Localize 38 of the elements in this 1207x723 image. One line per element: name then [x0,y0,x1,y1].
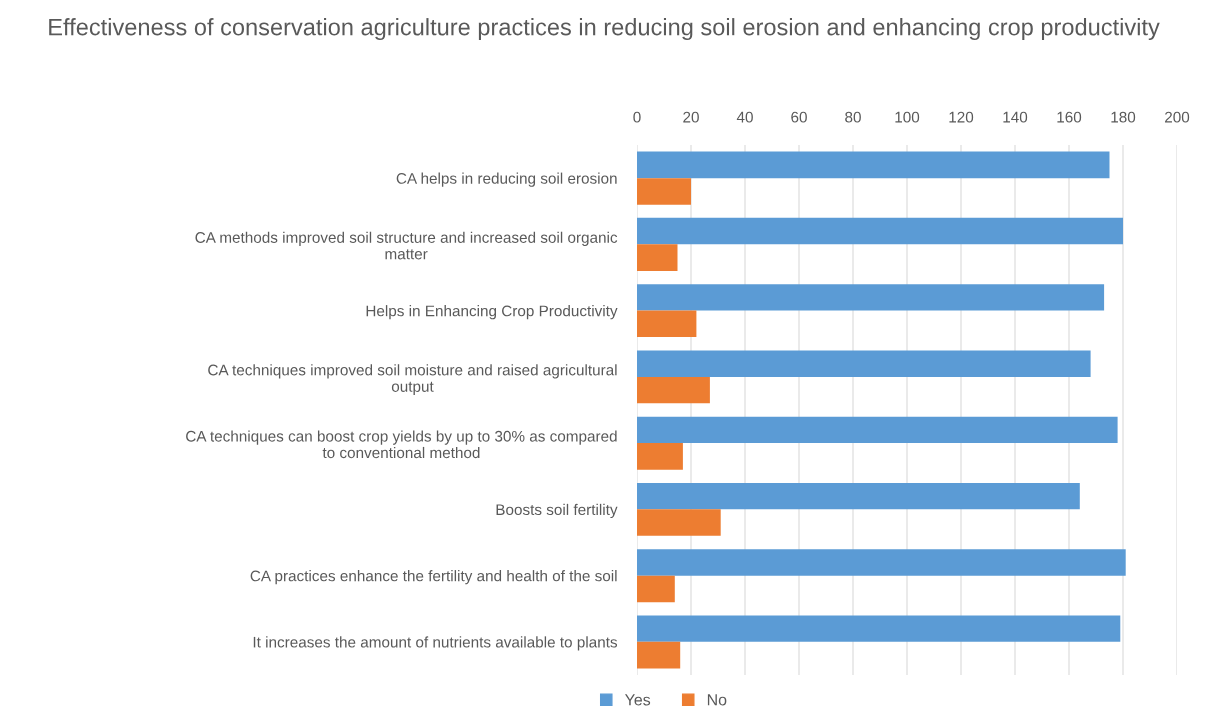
y-tick-label: Helps in Enhancing Crop Productivity [366,305,618,320]
bar [637,310,697,338]
bar [637,615,1121,642]
bar [637,509,721,536]
x-tick-label: 20 [683,111,699,123]
x-tick-label: 200 [1165,111,1190,123]
y-tick-label: CA techniques can boost crop yields by up to 30% as compared to conventional method [186,430,617,459]
x-tick-label: 60 [791,111,807,123]
y-tick-label: It increases the amount of nutrients available to plants [253,636,618,651]
bar [637,443,683,470]
bar [637,151,1110,179]
bar [637,376,710,404]
bar [637,178,691,205]
x-tick-label: 0 [633,111,641,123]
x-tick-label: 180 [1111,111,1136,123]
legend-label: Yes [624,694,651,706]
bar [637,217,1123,245]
x-tick-label: 160 [1057,111,1082,123]
y-tick-label: CA techniques improved soil moisture and raised agricultural output [208,364,617,395]
bar [637,575,675,603]
x-tick-label: 40 [736,111,753,123]
legend-label: No [707,694,727,706]
chart-title: Effectiveness of conservation agriculture practices in reducing soil erosion and enhancing crop productivity [49,18,1160,41]
y-tick-label: CA methods improved soil structure and increased soil organic matter [195,231,618,260]
x-tick-label: 100 [895,111,920,123]
bar [637,244,678,271]
y-tick-label: Boosts soil fertility [496,503,618,519]
x-tick-label: 120 [949,111,974,123]
bar [637,416,1118,444]
bar [637,350,1091,377]
bar [637,284,1105,311]
y-tick-label: CA practices enhance the fertility and health of the soil [250,570,617,585]
bar [637,482,1080,510]
y-tick-label: CA helps in reducing soil erosion [396,172,617,187]
bar [637,641,681,669]
bar [637,549,1126,576]
x-tick-label: 140 [1003,111,1028,123]
x-tick-label: 80 [845,111,861,123]
